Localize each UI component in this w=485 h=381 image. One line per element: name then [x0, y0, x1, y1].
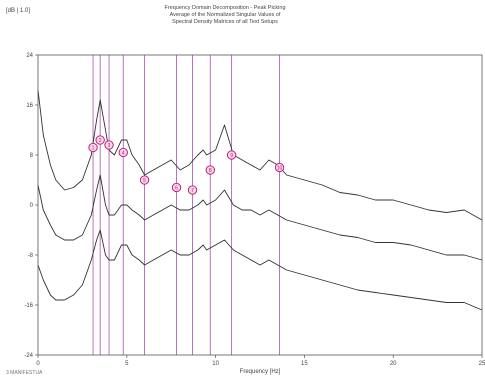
peak-marker-circle — [95, 135, 105, 145]
peak-marker-circle — [274, 162, 285, 173]
peak-marker-label: 3 — [108, 143, 111, 149]
peak-marker-label: 5 — [143, 178, 146, 184]
singular-value-curve-1 — [37, 89, 483, 221]
y-tick-label: 8 — [30, 153, 34, 159]
x-axis-label: Frequency [Hz] — [240, 369, 281, 375]
peak-marker-circle — [88, 142, 98, 153]
chart-title-line-3: Spectral Density Matrices of all Test Se… — [172, 19, 278, 25]
y-tick-label: 0 — [30, 203, 34, 209]
x-tick-label: 20 — [390, 361, 397, 367]
peak-marker-label: 2 — [99, 138, 102, 144]
peak-markers-layer — [92, 55, 280, 355]
chart-title-line-2: Average of the Normalized Singular Value… — [169, 12, 281, 18]
singular-value-curve-2 — [37, 174, 483, 261]
y-tick-label: -16 — [24, 303, 33, 309]
peak-marker-label: 4 — [122, 150, 125, 156]
y-axis-unit-label: [dB | 1.0] — [6, 8, 30, 14]
singular-value-curve-3 — [37, 229, 483, 311]
x-tick-label: 10 — [212, 361, 219, 367]
plot-frame — [37, 54, 483, 356]
y-tick-label: -8 — [28, 253, 34, 259]
x-tick-label: 0 — [36, 361, 40, 367]
peak-labels-layer: 123 4 5 6 7 8 9 10 — [88, 135, 285, 195]
peak-marker-circle — [118, 147, 128, 158]
peak-marker-label: 1 — [92, 145, 95, 151]
curves-layer — [37, 89, 483, 311]
y-tick-label: 16 — [26, 103, 33, 109]
peak-marker-label: 8 — [209, 168, 212, 174]
peak-marker-label: 10 — [277, 165, 283, 171]
y-tick-label: -24 — [24, 353, 33, 359]
peak-marker-label: 9 — [230, 153, 233, 159]
peak-marker-circle — [205, 165, 215, 175]
peak-marker-circle — [139, 175, 150, 185]
peak-marker-circle — [171, 182, 182, 193]
x-tick-label: 5 — [125, 361, 129, 367]
peak-marker-circle — [226, 150, 237, 160]
peak-marker-label: 7 — [191, 188, 194, 194]
peak-marker-label: 6 — [175, 185, 178, 191]
footer-label: 3 MANIFESTUA — [6, 370, 43, 376]
peak-marker-circle — [187, 185, 198, 195]
y-tick-label: 24 — [26, 53, 33, 59]
x-tick-label: 25 — [479, 361, 485, 367]
peak-marker-circle — [104, 140, 114, 150]
x-tick-label: 15 — [301, 361, 308, 367]
chart-title-line-1: Frequency Domain Decomposition - Peak Pi… — [164, 5, 286, 11]
